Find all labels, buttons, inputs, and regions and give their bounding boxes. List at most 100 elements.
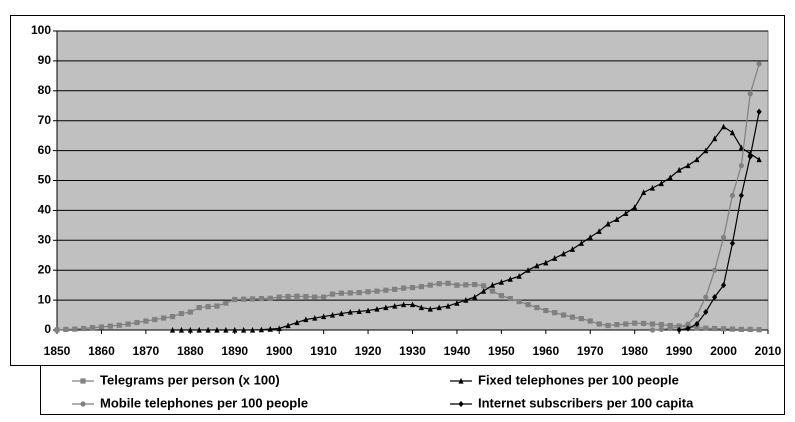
x-tick-label: 1930 xyxy=(399,344,426,358)
data-point xyxy=(729,129,736,136)
data-point xyxy=(720,282,727,289)
legend-label: Mobile telephones per 100 people xyxy=(100,395,308,410)
data-point xyxy=(712,267,718,273)
data-point xyxy=(303,293,309,300)
data-point xyxy=(445,280,451,286)
data-point xyxy=(285,293,291,300)
data-point xyxy=(712,135,718,142)
data-point xyxy=(267,295,273,301)
data-point xyxy=(614,322,620,328)
data-point xyxy=(329,311,336,318)
data-point xyxy=(649,321,656,327)
data-point xyxy=(187,326,193,333)
data-point xyxy=(525,267,531,273)
data-point xyxy=(507,276,513,282)
data-point xyxy=(374,305,380,312)
data-point xyxy=(312,314,318,321)
x-tick-label: 1980 xyxy=(621,344,648,358)
data-point xyxy=(640,320,647,327)
data-point xyxy=(161,315,167,321)
data-point xyxy=(107,323,113,329)
data-point xyxy=(498,279,504,285)
data-point xyxy=(249,326,256,333)
data-point xyxy=(463,282,469,288)
data-point xyxy=(169,326,176,333)
legend-label: Fixed telephones per 100 people xyxy=(478,372,679,387)
data-point xyxy=(232,326,238,333)
y-tick-label: 0 xyxy=(44,322,51,336)
data-point xyxy=(569,314,576,320)
data-point xyxy=(676,166,682,173)
data-point xyxy=(516,298,522,305)
data-point xyxy=(632,204,638,211)
data-point xyxy=(89,325,96,331)
data-point xyxy=(756,327,762,333)
data-point xyxy=(463,297,469,303)
data-point xyxy=(285,322,291,329)
y-tick-label: 80 xyxy=(38,83,52,97)
data-point xyxy=(63,326,69,333)
legend-label: Internet subscribers per 100 capita xyxy=(478,395,694,410)
data-point xyxy=(205,326,211,333)
data-point xyxy=(72,326,78,332)
x-tick-label: 1940 xyxy=(444,344,471,358)
data-point xyxy=(267,326,273,332)
data-point xyxy=(649,327,656,333)
data-point xyxy=(587,318,593,324)
data-point xyxy=(214,303,220,309)
data-point xyxy=(427,282,433,288)
data-point xyxy=(356,290,362,296)
data-point xyxy=(738,144,744,151)
data-point xyxy=(196,304,202,311)
data-point xyxy=(258,296,265,302)
data-point xyxy=(98,324,105,330)
data-point xyxy=(694,320,700,328)
data-point xyxy=(338,310,344,317)
data-point xyxy=(347,290,353,296)
data-point xyxy=(640,189,647,196)
data-point xyxy=(223,326,229,333)
x-tick-label: 1970 xyxy=(577,344,604,358)
data-point xyxy=(729,326,736,332)
data-point xyxy=(525,301,531,308)
x-tick-label: 1900 xyxy=(266,344,293,358)
data-point xyxy=(667,325,673,332)
data-point xyxy=(169,313,176,320)
data-point xyxy=(365,307,371,314)
x-tick-label: 1920 xyxy=(355,344,382,358)
data-point xyxy=(685,325,691,332)
data-point xyxy=(472,294,478,300)
data-point xyxy=(427,305,433,312)
data-point xyxy=(712,325,718,332)
data-point xyxy=(694,325,700,331)
data-point xyxy=(685,162,691,169)
data-point xyxy=(560,312,567,318)
data-point xyxy=(258,326,265,333)
data-point xyxy=(712,294,718,301)
data-point xyxy=(294,319,300,326)
data-point xyxy=(196,326,202,333)
data-point xyxy=(623,210,629,216)
data-point xyxy=(747,326,753,333)
data-point xyxy=(756,61,762,67)
data-point xyxy=(205,304,211,310)
data-point xyxy=(720,326,727,332)
y-tick-label: 90 xyxy=(38,53,52,67)
data-point xyxy=(214,326,220,333)
data-point xyxy=(418,304,424,311)
data-point xyxy=(738,326,744,333)
data-point xyxy=(578,316,584,322)
data-point xyxy=(374,288,380,294)
data-point xyxy=(481,283,487,289)
data-point xyxy=(125,321,131,327)
data-point xyxy=(401,285,407,291)
data-point xyxy=(329,291,336,297)
data-point xyxy=(383,287,389,293)
data-point xyxy=(152,316,158,323)
data-point xyxy=(445,302,451,309)
x-tick-label: 1890 xyxy=(221,344,248,358)
data-point xyxy=(596,321,602,327)
x-tick-label: 1960 xyxy=(532,344,559,358)
data-point xyxy=(303,316,309,323)
data-point xyxy=(489,282,496,288)
